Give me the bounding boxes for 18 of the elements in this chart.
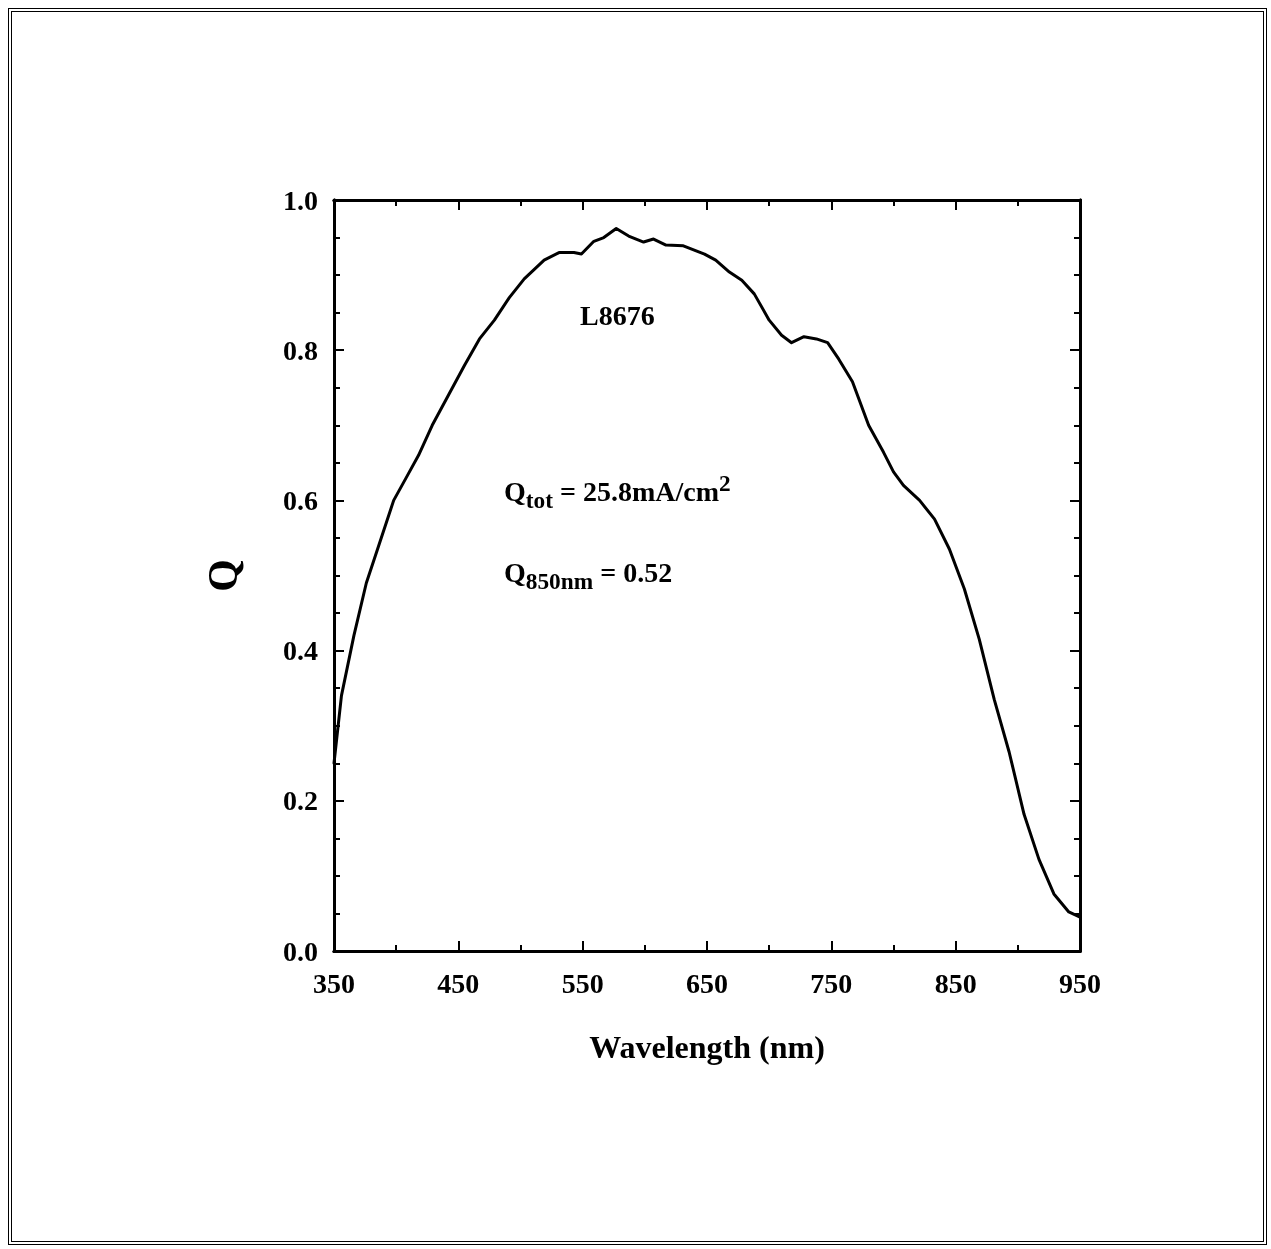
annotation: Q$_{tot}$ = 25.8mA/cm$^{2}$ — [504, 470, 731, 514]
y-tick-label: 0.6 — [283, 484, 318, 516]
x-tick-label: 950 — [1059, 967, 1101, 999]
x-tick-label: 750 — [810, 967, 853, 999]
x-axis-title: Wavelength (nm) — [589, 1029, 825, 1065]
x-tick-label: 550 — [561, 967, 604, 999]
annotation: Q$_{850nm}$ = 0.52 — [504, 557, 673, 595]
x-tick-label: 650 — [686, 967, 728, 999]
y-tick-label: 0.0 — [283, 935, 318, 967]
y-tick-label: 1.0 — [283, 184, 318, 216]
y-tick-label: 0.4 — [283, 635, 318, 667]
x-tick-label: 850 — [934, 967, 977, 999]
x-tick-label: 350 — [313, 967, 355, 999]
y-tick-label: 0.2 — [283, 785, 318, 817]
y-tick-label: 0.8 — [283, 334, 318, 366]
x-tick-label: 450 — [437, 967, 480, 999]
y-axis-title: Q — [200, 559, 246, 592]
annotation: L8676 — [580, 300, 655, 332]
